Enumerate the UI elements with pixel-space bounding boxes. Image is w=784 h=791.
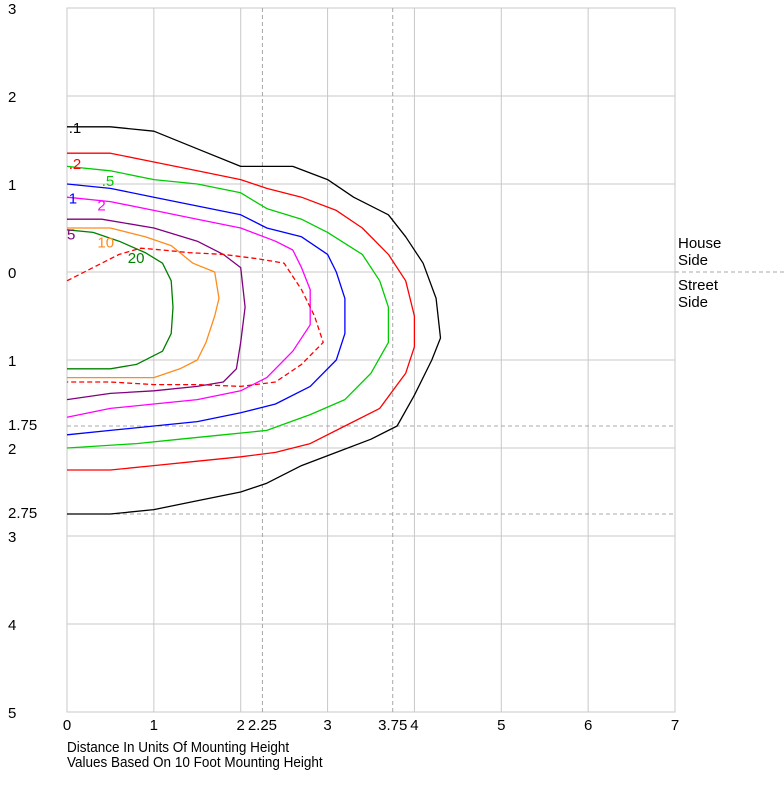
street-side-label-2: Side xyxy=(678,294,708,311)
x-ref-tick-label: 3.75 xyxy=(378,717,407,734)
street-side-label-1: Street xyxy=(678,277,719,294)
x-tick-label: 0 xyxy=(63,717,71,734)
contour-line-1 xyxy=(66,183,346,436)
contour-label: 5 xyxy=(67,226,75,243)
contour-label: .5 xyxy=(102,173,115,190)
x-tick-label: 5 xyxy=(497,717,505,734)
y-tick-label: 1 xyxy=(8,353,16,370)
contour-label: 2 xyxy=(97,197,105,214)
y-tick-label: 3 xyxy=(8,529,16,546)
reference-lines xyxy=(67,8,784,712)
y-tick-label: 5 xyxy=(8,705,16,722)
x-tick-label: 3 xyxy=(323,717,331,734)
y-ref-tick-label: 1.75 xyxy=(8,417,37,434)
grid xyxy=(66,7,676,713)
y-tick-label: 3 xyxy=(8,1,16,18)
contour-line-20 xyxy=(66,229,174,370)
house-side-label-2: Side xyxy=(678,252,708,269)
contour-labels: .1 .2 .5 1 2 5 10 20 xyxy=(67,120,144,267)
x-tick-label: 1 xyxy=(150,717,158,734)
contour-line-10 xyxy=(67,227,220,379)
mounting-height-note: Values Based On 10 Foot Mounting Height xyxy=(67,754,323,771)
x-axis-label: Distance In Units Of Mounting Height xyxy=(67,739,290,756)
contour-label: .1 xyxy=(69,120,82,137)
x-ref-tick-label: 2.25 xyxy=(248,717,277,734)
x-tick-label: 6 xyxy=(584,717,592,734)
y-ref-tick-label: 2.75 xyxy=(8,505,37,522)
y-tick-label: 2 xyxy=(8,89,16,106)
y-tick-label: 4 xyxy=(8,617,16,634)
contour-lines xyxy=(66,126,442,515)
contour-label: 20 xyxy=(128,250,145,267)
y-tick-label: 1 xyxy=(8,177,16,194)
contour-line-dashed xyxy=(66,247,324,388)
contour-line-5 xyxy=(66,218,246,401)
house-side-label-1: House xyxy=(678,235,721,252)
y-tick-label: 0 xyxy=(8,265,16,282)
contour-label: 1 xyxy=(69,190,77,207)
contour-line-2 xyxy=(66,196,311,418)
contour-label: 10 xyxy=(97,234,114,251)
x-tick-label: 7 xyxy=(671,717,679,734)
contour-line-p1 xyxy=(67,126,442,515)
x-tick-label: 2 xyxy=(237,717,245,734)
side-labels: House Side Street Side xyxy=(678,235,721,311)
y-tick-label: 2 xyxy=(8,441,16,458)
contour-label: .2 xyxy=(69,156,82,173)
x-tick-label: 4 xyxy=(410,717,418,734)
contour-line-p5 xyxy=(66,165,390,449)
contour-line-p2 xyxy=(67,152,416,471)
